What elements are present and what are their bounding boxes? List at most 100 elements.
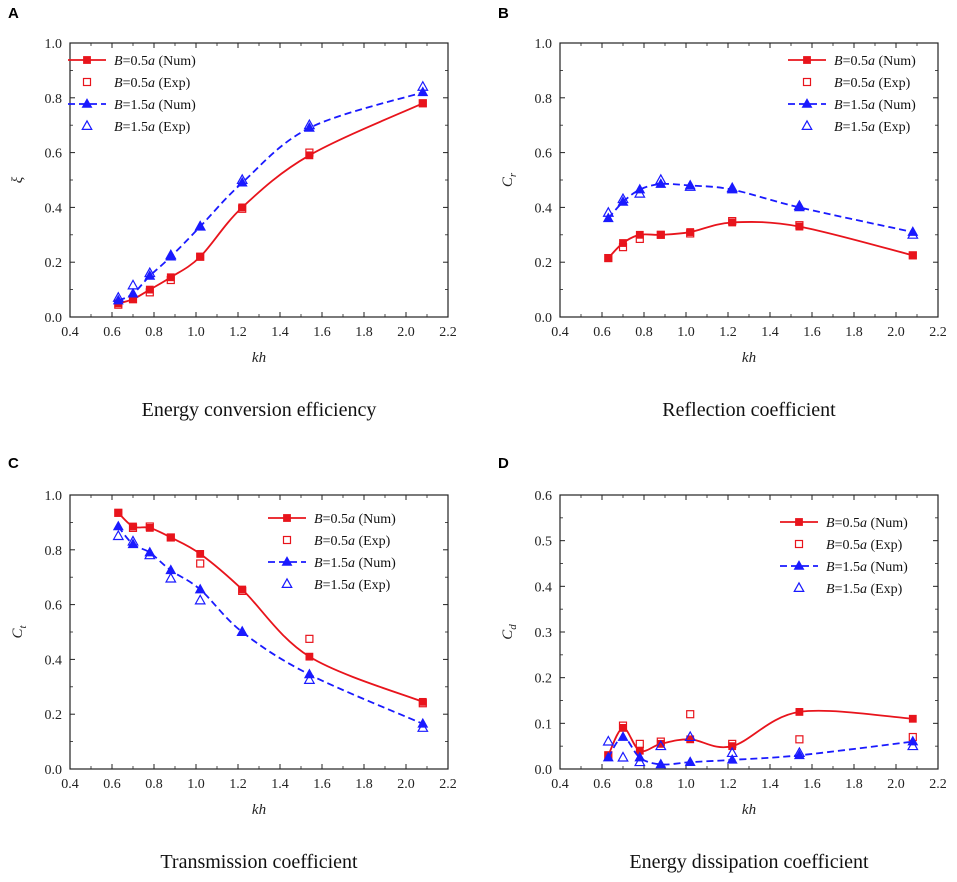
data-point [684, 180, 696, 191]
y-axis-title-main: C [500, 629, 516, 640]
data-point [127, 287, 139, 298]
data-point [619, 239, 627, 247]
y-tick-label: 0.0 [535, 763, 553, 778]
legend-symbol-b: B [826, 516, 835, 531]
x-tick-label: 0.4 [61, 777, 79, 792]
y-tick-label: 1.0 [45, 489, 63, 504]
x-axis-title: kh [742, 802, 756, 818]
legend-symbol-a: a [868, 54, 875, 69]
data-point [726, 183, 738, 194]
y-tick-label: 0.5 [535, 535, 553, 550]
y-axis-title-subscript: d [507, 624, 519, 630]
data-point [418, 699, 427, 708]
x-tick-label: 1.8 [845, 325, 863, 340]
x-tick-label: 0.6 [593, 325, 611, 340]
legend-label: B=0.5a (Exp) [114, 76, 191, 91]
data-point [656, 737, 665, 746]
data-point [617, 751, 629, 762]
legend-symbol-a: a [868, 76, 875, 91]
legend-label: B=1.5a (Exp) [114, 120, 191, 135]
series-3 [112, 520, 429, 728]
x-tick-label: 1.6 [803, 777, 821, 792]
data-point [127, 279, 139, 290]
legend-kind: (Exp) [155, 120, 191, 135]
data-point [617, 731, 629, 741]
x-tick-label: 2.0 [397, 325, 415, 340]
data-point [144, 548, 156, 560]
legend-marker [283, 514, 291, 522]
y-axis-title: Cd [500, 624, 519, 640]
y-tick-label: 0.4 [535, 201, 553, 216]
legend-symbol-a: a [148, 76, 155, 91]
data-point [165, 249, 177, 260]
data-point [194, 220, 206, 231]
legend-label: B=1.5a (Num) [114, 98, 196, 113]
data-point [684, 756, 696, 766]
y-tick-label: 0.2 [45, 708, 63, 723]
data-point [656, 230, 665, 239]
data-point [196, 252, 205, 261]
data-point [145, 522, 154, 531]
x-tick-label: 1.2 [229, 325, 247, 340]
legend-kind: (Exp) [155, 76, 191, 91]
data-point [305, 652, 314, 661]
legend-kind: (Num) [155, 54, 196, 69]
legend-eq: =1.5 [323, 556, 348, 571]
legend-kind: (Num) [867, 516, 908, 531]
panel-letter: C [8, 455, 19, 472]
series-2 [114, 508, 427, 708]
y-tick-label: 0.2 [535, 672, 553, 687]
data-point [303, 673, 316, 684]
data-point [145, 285, 154, 294]
legend-symbol-a: a [348, 534, 355, 549]
data-point [908, 251, 917, 260]
legend-symbol-b: B [314, 512, 323, 527]
data-point [618, 721, 628, 730]
legend-symbol-a: a [348, 578, 355, 593]
data-point [305, 151, 314, 160]
data-point [795, 735, 804, 744]
legend-marker [795, 518, 803, 526]
legend-symbol-b: B [834, 54, 843, 69]
x-tick-label: 1.0 [187, 325, 205, 340]
legend-eq: =0.5 [835, 516, 860, 531]
legend-kind: (Exp) [355, 578, 391, 593]
legend: B=0.5a (Num)B=0.5a (Exp)B=1.5a (Num)B=1.… [68, 54, 196, 135]
data-point [619, 724, 627, 732]
data-point [635, 234, 644, 244]
x-tick-label: 0.8 [635, 777, 653, 792]
y-tick-label: 1.0 [45, 37, 63, 52]
y-tick-label: 0.0 [535, 311, 553, 326]
legend-marker [282, 535, 292, 545]
data-point [795, 221, 804, 230]
x-tick-label: 2.2 [439, 325, 457, 340]
x-tick-label: 2.0 [397, 777, 415, 792]
data-point [634, 755, 646, 767]
data-point [604, 253, 613, 263]
data-point [166, 273, 175, 282]
data-point [196, 252, 205, 261]
y-axis-title-main: ξ [10, 176, 26, 183]
data-point [686, 229, 695, 238]
legend-label: B=0.5a (Num) [834, 54, 916, 69]
y-tick-label: 0.2 [45, 256, 63, 271]
legend-eq: =0.5 [123, 76, 148, 91]
data-point [907, 226, 919, 236]
legend-eq: =1.5 [843, 120, 868, 135]
legend-eq: =0.5 [323, 534, 348, 549]
data-point [417, 86, 429, 97]
legend-label: B=1.5a (Num) [314, 556, 396, 571]
x-tick-label: 0.6 [103, 777, 121, 792]
legend-eq: =0.5 [323, 512, 348, 527]
data-point [236, 176, 248, 187]
panel-caption: Transmission coefficient [160, 851, 358, 873]
x-axis-title: kh [252, 802, 266, 818]
legend-marker [802, 77, 812, 87]
y-tick-label: 0.6 [535, 147, 553, 162]
series-1 [604, 708, 917, 760]
legend-symbol-a: a [860, 560, 867, 575]
x-tick-label: 2.2 [439, 777, 457, 792]
series-4 [602, 730, 919, 767]
data-point [114, 508, 123, 517]
